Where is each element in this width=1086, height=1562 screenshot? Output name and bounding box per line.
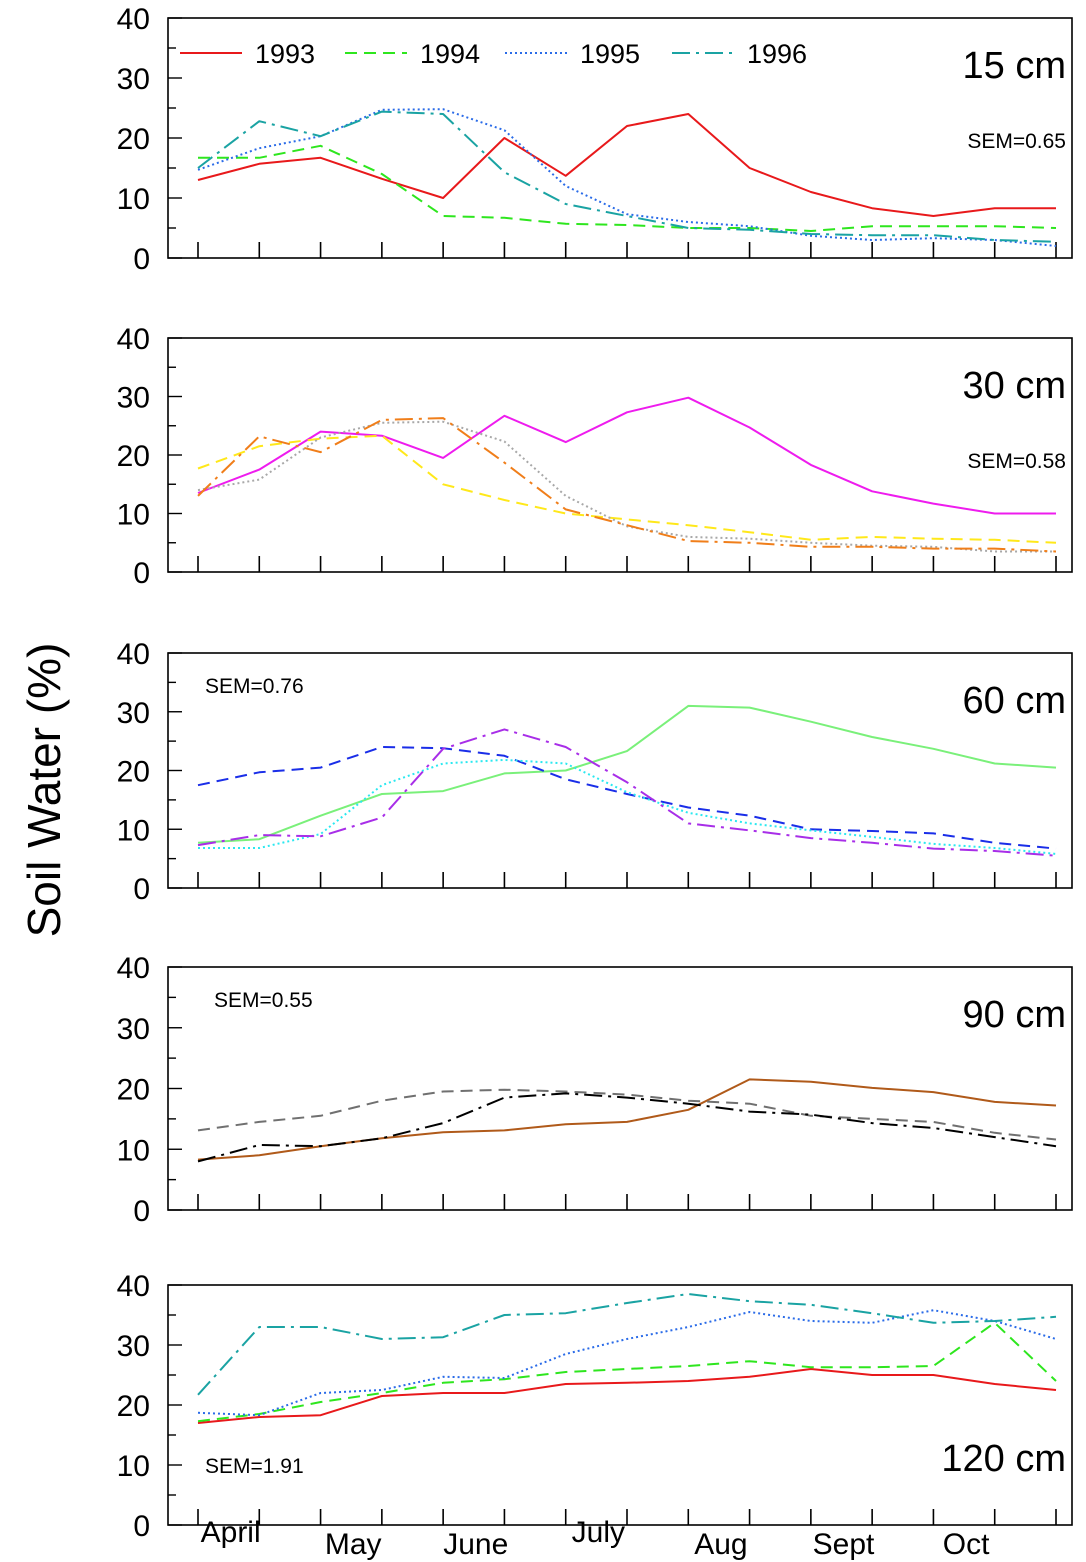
panel-90-cm: 0 10 20 30 40 90 cm SEM=0.55 — [117, 952, 1073, 1228]
sem-label: SEM=0.65 — [967, 130, 1066, 153]
y-tick-label: 0 — [133, 1195, 150, 1228]
panel-30-cm: 0 10 20 30 40 30 cm SEM=0.58 — [117, 323, 1073, 590]
y-tick-label: 40 — [117, 638, 150, 671]
plot-frame — [167, 337, 1073, 573]
y-tick-label: 30 — [117, 1013, 150, 1046]
legend-label: 1994 — [420, 39, 480, 69]
series-line-1995 — [197, 108, 1057, 247]
series-line-1996 — [197, 110, 1057, 243]
y-tick-label: 40 — [117, 1270, 150, 1303]
x-tick-label: Sept — [813, 1528, 875, 1561]
y-tick-label: 10 — [117, 814, 150, 847]
depth-label: 30 cm — [963, 365, 1066, 407]
y-tick-label: 10 — [117, 183, 150, 216]
y-tick-label: 30 — [117, 63, 150, 96]
x-tick-label: Oct — [943, 1528, 990, 1561]
y-tick-label: 10 — [117, 1450, 150, 1483]
y-tick-label: 40 — [117, 952, 150, 985]
depth-label: 90 cm — [963, 994, 1066, 1036]
series-line-4 — [197, 1293, 1057, 1396]
depth-label: 60 cm — [963, 680, 1066, 722]
sem-label: SEM=0.76 — [205, 675, 304, 698]
panel-15-cm: 0 10 20 30 40 15 cm SEM=0.65 1993 1994 1995 1996 — [117, 3, 1073, 276]
series-line-3 — [197, 1309, 1057, 1417]
x-tick-label: June — [443, 1528, 508, 1561]
sem-label: SEM=0.55 — [214, 989, 313, 1012]
y-axis-label: Soil Water (%) — [18, 643, 70, 938]
y-tick-label: 10 — [117, 499, 150, 532]
y-tick-label: 10 — [117, 1134, 150, 1167]
y-tick-label: 0 — [133, 557, 150, 590]
series-line-4 — [197, 728, 1057, 857]
series-line-1 — [197, 1078, 1057, 1161]
series-line-2 — [197, 746, 1057, 850]
legend-label: 1996 — [747, 39, 807, 69]
y-tick-label: 20 — [117, 1074, 150, 1107]
y-tick-label: 0 — [133, 873, 150, 906]
panel-60-cm: 0 10 20 30 40 60 cm SEM=0.76 — [117, 638, 1073, 906]
series-line-2 — [197, 1088, 1057, 1141]
y-tick-label: 20 — [117, 123, 150, 156]
panel-120-cm: 0 10 20 30 40 April May June July Aug Sept Oct 120 c… — [117, 1270, 1073, 1561]
y-tick-label: 30 — [117, 697, 150, 730]
y-tick-label: 0 — [133, 1510, 150, 1543]
series-line-1 — [197, 1368, 1057, 1424]
depth-label: 120 cm — [941, 1438, 1066, 1480]
series-line-3 — [197, 1092, 1057, 1163]
legend-label: 1993 — [255, 39, 315, 69]
y-tick-label: 20 — [117, 756, 150, 789]
y-tick-label: 40 — [117, 323, 150, 356]
y-tick-label: 20 — [117, 1390, 150, 1423]
y-tick-label: 30 — [117, 1330, 150, 1363]
series-line-3 — [197, 420, 1056, 553]
y-tick-label: 20 — [117, 440, 150, 473]
series-line-1994 — [198, 144, 1057, 232]
y-tick-label: 30 — [117, 382, 150, 415]
x-tick-label: April — [201, 1516, 261, 1549]
series-line-1 — [197, 396, 1056, 515]
sem-label: SEM=0.58 — [967, 450, 1066, 473]
series-line-1993 — [197, 113, 1056, 217]
legend: 1993 1994 1995 1996 — [180, 39, 807, 69]
sem-label: SEM=1.91 — [205, 1455, 304, 1478]
series-line-4 — [197, 417, 1057, 553]
series-line-2 — [197, 434, 1057, 544]
legend-label: 1995 — [580, 39, 640, 69]
series-line-2 — [197, 1321, 1057, 1423]
series-line-3 — [198, 758, 1057, 855]
depth-label: 15 cm — [963, 45, 1066, 87]
y-tick-label: 40 — [117, 3, 150, 36]
x-tick-label: Aug — [694, 1528, 747, 1561]
y-tick-label: 0 — [133, 243, 150, 276]
series-line-1 — [197, 704, 1057, 844]
x-tick-label: May — [325, 1528, 382, 1561]
x-tick-label: July — [572, 1516, 625, 1549]
chart-panels: 0 10 20 30 40 15 cm SEM=0.65 1993 1994 1995 1996 0 1… — [117, 3, 1073, 1561]
